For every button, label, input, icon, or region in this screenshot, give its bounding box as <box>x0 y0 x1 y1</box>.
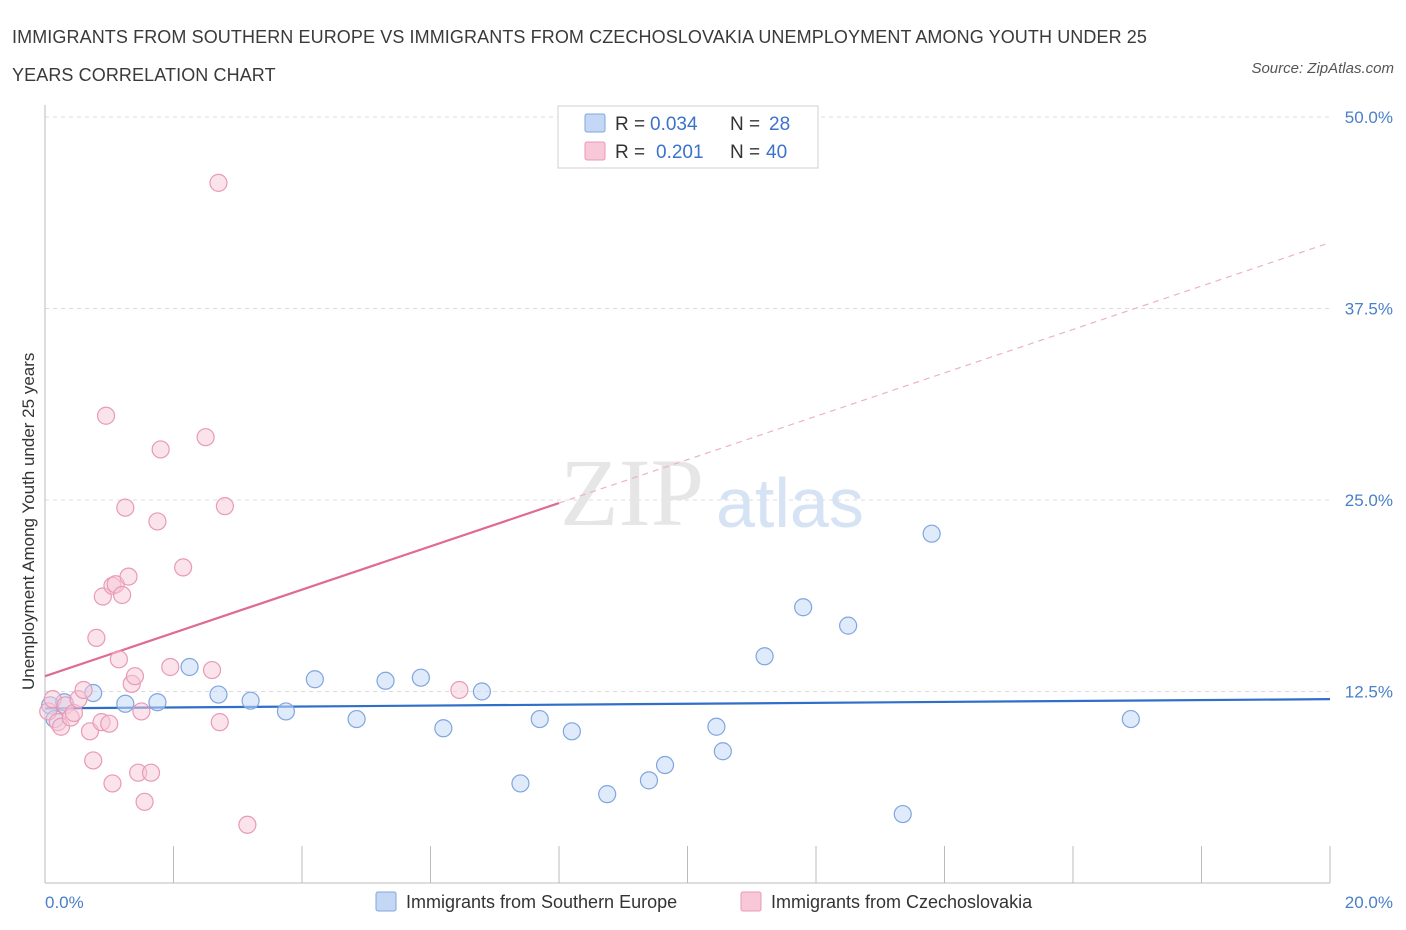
watermark-atlas: atlas <box>716 464 864 542</box>
point-southern-europe-19 <box>598 785 617 804</box>
point-southern-europe-14 <box>434 719 453 738</box>
point-southern-europe-21 <box>655 755 675 775</box>
point-southern-europe-22 <box>707 717 726 736</box>
point-czechoslovakia-27 <box>135 792 154 811</box>
point-southern-europe-9 <box>276 702 296 721</box>
legend-r-label-1: R = <box>615 114 645 135</box>
point-czechoslovakia-34 <box>202 660 222 680</box>
point-czechoslovakia-24 <box>125 667 145 686</box>
point-southern-europe-27 <box>893 804 912 824</box>
x-tick-label-0: 0.0% <box>45 893 84 912</box>
trend-line-czechoslovakia <box>44 502 560 678</box>
bottom-legend-label-1: Immigrants from Southern Europe <box>406 892 677 912</box>
point-czechoslovakia-33 <box>196 428 215 447</box>
legend-n-label-2: N = <box>730 142 760 163</box>
point-czechoslovakia-11 <box>84 751 103 770</box>
source-credit: Source: ZipAtlas.com <box>1251 60 1394 77</box>
watermark: ZIP atlas <box>560 439 864 546</box>
bottom-legend-label-2: Immigrants from Czechoslovakia <box>771 892 1033 912</box>
series-legend: Immigrants from Southern Europe Immigran… <box>375 891 1033 912</box>
point-czechoslovakia-32 <box>174 558 193 577</box>
y-axis-label: Unemployment Among Youth under 25 years <box>19 353 38 690</box>
data-points <box>39 173 1140 834</box>
watermark-zip: ZIP <box>560 439 704 546</box>
point-southern-europe-10 <box>305 670 324 689</box>
legend-swatch-blue <box>584 113 606 133</box>
point-czechoslovakia-26 <box>132 702 151 721</box>
grid-lines <box>45 116 1330 692</box>
point-czechoslovakia-35 <box>209 173 228 192</box>
chart-title: IMMIGRANTS FROM SOUTHERN EUROPE VS IMMIG… <box>12 27 1148 85</box>
legend-r-label-2: R = <box>615 142 645 163</box>
point-czechoslovakia-19 <box>112 585 132 605</box>
point-czechoslovakia-37 <box>215 497 234 516</box>
y-tick-label-2: 37.5% <box>1345 300 1393 319</box>
point-czechoslovakia-15 <box>100 714 119 733</box>
point-czechoslovakia-10 <box>87 628 106 647</box>
point-czechoslovakia-28 <box>141 763 161 782</box>
point-czechoslovakia-14 <box>96 406 116 425</box>
point-southern-europe-5 <box>148 693 167 712</box>
point-southern-europe-25 <box>794 598 813 617</box>
point-czechoslovakia-8 <box>74 680 93 700</box>
x-tick-label-1: 20.0% <box>1345 893 1393 912</box>
legend-r-value-1: 0.034 <box>650 114 698 135</box>
point-czechoslovakia-29 <box>148 512 167 531</box>
point-czechoslovakia-22 <box>119 567 138 586</box>
y-tick-label-3: 50.0% <box>1345 108 1393 127</box>
legend-r-value-2: 0.201 <box>656 142 704 163</box>
point-southern-europe-4 <box>116 694 135 713</box>
point-southern-europe-12 <box>376 671 395 690</box>
point-czechoslovakia-30 <box>151 440 170 459</box>
legend-swatch-pink <box>584 141 606 161</box>
point-southern-europe-28 <box>922 524 941 543</box>
point-czechoslovakia-21 <box>116 498 135 517</box>
bottom-legend-swatch-blue <box>375 891 397 912</box>
x-tick-labels: 0.0% 20.0% <box>45 893 1393 912</box>
point-southern-europe-18 <box>562 722 581 741</box>
point-southern-europe-26 <box>839 616 858 635</box>
point-southern-europe-6 <box>180 657 199 677</box>
correlation-legend: R = 0.034 N = 28 R = 0.201 N = 40 <box>557 105 819 169</box>
trend-lines <box>44 242 1331 710</box>
point-southern-europe-15 <box>472 682 491 701</box>
point-southern-europe-17 <box>530 709 549 729</box>
point-southern-europe-24 <box>755 647 774 666</box>
point-southern-europe-7 <box>209 685 228 704</box>
point-southern-europe-23 <box>713 742 732 761</box>
point-southern-europe-11 <box>347 709 366 729</box>
y-tick-label-1: 25.0% <box>1345 491 1393 510</box>
point-southern-europe-13 <box>411 668 430 687</box>
y-tick-label-0: 12.5% <box>1345 683 1393 702</box>
point-czechoslovakia-20 <box>109 650 128 669</box>
point-southern-europe-20 <box>639 771 659 790</box>
point-czechoslovakia-36 <box>210 713 229 732</box>
bottom-legend-swatch-pink <box>740 891 762 912</box>
point-southern-europe-16 <box>511 774 530 793</box>
point-southern-europe-8 <box>241 691 260 710</box>
trend-line-czechoslovakia-extended <box>558 242 1331 504</box>
point-czechoslovakia-39 <box>450 680 469 700</box>
axes <box>44 105 1331 884</box>
point-czechoslovakia-18 <box>103 774 122 793</box>
legend-n-value-2: 40 <box>766 142 787 163</box>
point-czechoslovakia-31 <box>161 657 180 677</box>
y-tick-labels: 12.5% 25.0% 37.5% 50.0% <box>1345 108 1393 702</box>
legend-n-label-1: N = <box>730 114 760 135</box>
point-czechoslovakia-38 <box>238 815 257 834</box>
trend-line-southern-europe <box>44 698 1331 710</box>
point-southern-europe-29 <box>1121 709 1140 729</box>
legend-n-value-1: 28 <box>769 114 790 135</box>
